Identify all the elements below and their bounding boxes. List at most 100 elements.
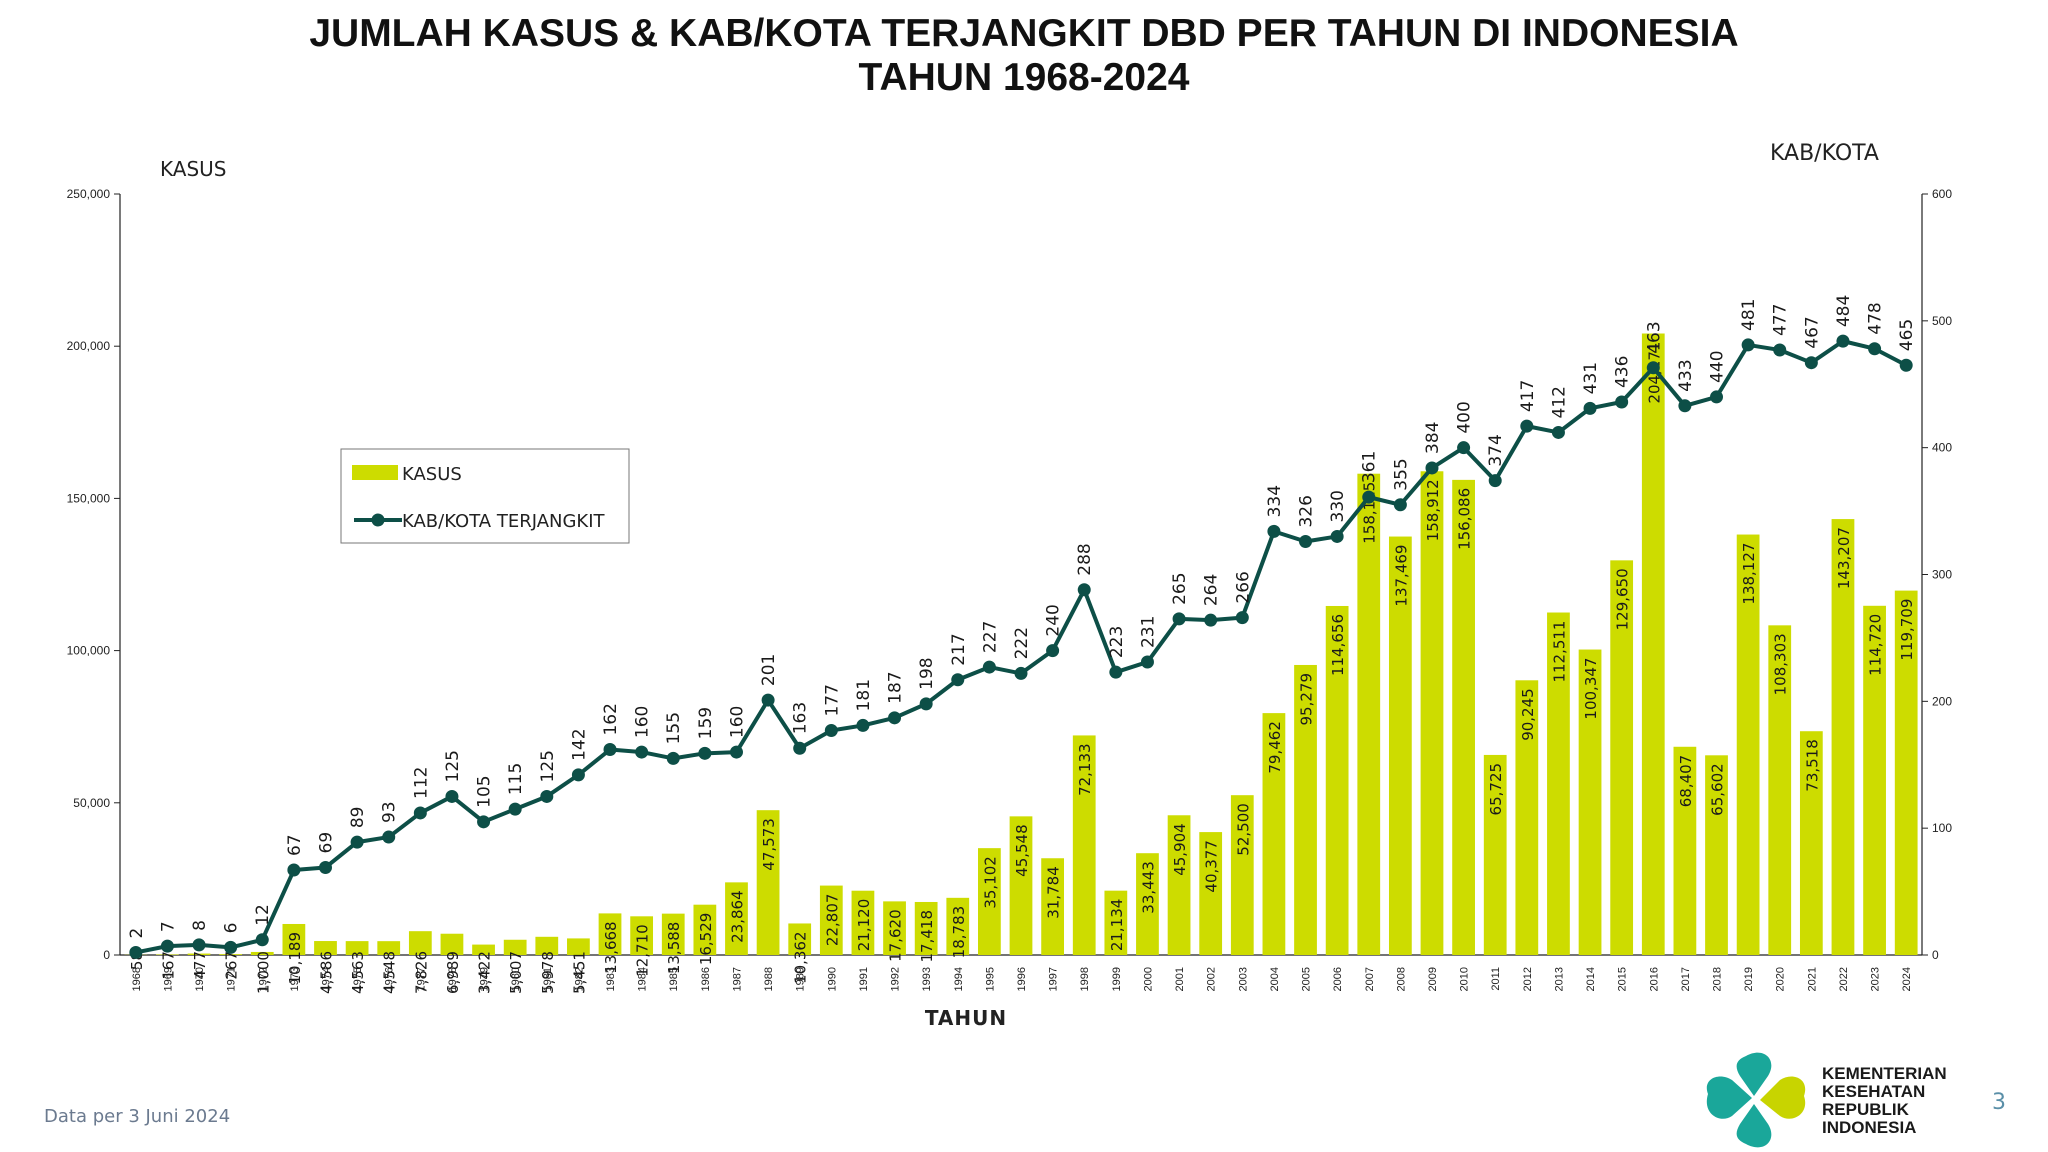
bar-value-label: 40,377	[1203, 840, 1221, 893]
y-left-tick-label: 100,000	[67, 644, 111, 658]
line-value-label: 288	[1075, 543, 1095, 575]
line-point-kab-kota	[382, 830, 396, 844]
x-tick-label: 1980	[510, 967, 522, 991]
line-point-kab-kota	[540, 789, 554, 803]
line-point-kab-kota	[1741, 338, 1755, 352]
x-tick-label: 2009	[1427, 967, 1439, 991]
line-point-kab-kota	[508, 802, 522, 816]
x-tick-label: 2007	[1364, 967, 1376, 991]
line-value-label: 112	[411, 766, 431, 798]
line-value-label: 162	[601, 703, 621, 735]
line-value-label: 417	[1518, 380, 1538, 412]
bar-kasus	[1167, 815, 1191, 955]
line-point-kab-kota	[603, 743, 617, 757]
bar-kasus	[1009, 816, 1033, 955]
line-value-label: 463	[1644, 321, 1664, 353]
y-right-tick-label: 600	[1932, 187, 1952, 201]
line-point-kab-kota	[1583, 401, 1597, 415]
bar-kasus	[1610, 560, 1634, 955]
x-tick-label: 2024	[1901, 967, 1913, 991]
line-value-label: 142	[569, 728, 589, 760]
bar-kasus	[219, 954, 243, 955]
bar-value-label: 156,086	[1456, 488, 1474, 550]
x-tick-label: 1988	[763, 967, 775, 991]
bar-kasus	[819, 885, 843, 955]
y-left-tick-label: 250,000	[67, 187, 111, 201]
line-value-label: 222	[1012, 627, 1032, 659]
bar-kasus	[1104, 890, 1128, 955]
bar-kasus	[1799, 731, 1823, 955]
line-value-label: 484	[1834, 295, 1854, 327]
y-right-tick-label: 500	[1932, 314, 1952, 328]
line-value-label: 155	[664, 712, 684, 744]
legend-box	[340, 448, 630, 544]
bar-value-label: 6,989	[444, 951, 462, 994]
bar-kasus	[1831, 519, 1855, 955]
bar-value-label: 21,120	[855, 899, 873, 952]
bar-value-label: 45,548	[1013, 824, 1031, 877]
line-value-label: 8	[190, 920, 210, 931]
bar-kasus	[756, 810, 780, 955]
line-point-kab-kota	[1109, 665, 1123, 679]
bar-kasus	[1673, 746, 1697, 955]
x-tick-label: 1999	[1111, 967, 1123, 991]
bar-value-label: 143,207	[1835, 527, 1853, 589]
bar-value-label: 267	[223, 951, 241, 980]
y-left-tick-label: 0	[103, 948, 110, 962]
line-value-label: 231	[1138, 616, 1158, 648]
chart-title-line1: JUMLAH KASUS & KAB/KOTA TERJANGKIT DBD P…	[309, 12, 1739, 55]
x-tick-label: 2001	[1174, 967, 1186, 991]
bar-kasus	[156, 954, 179, 955]
x-tick-label: 2023	[1870, 967, 1882, 991]
bar-value-label: 138,127	[1740, 543, 1758, 605]
bar-kasus	[851, 890, 875, 955]
line-point-kab-kota	[1425, 461, 1439, 475]
x-tick-label: 2005	[1301, 967, 1313, 991]
line-point-kab-kota	[1520, 419, 1534, 433]
line-value-label: 159	[696, 707, 716, 739]
line-value-label: 201	[759, 654, 779, 686]
bar-value-label: 12,710	[634, 924, 652, 977]
line-point-kab-kota	[1773, 343, 1787, 357]
bar-kasus	[1483, 754, 1507, 955]
line-value-label: 69	[316, 832, 336, 854]
bar-kasus	[661, 913, 685, 955]
bar-kasus	[725, 882, 748, 955]
bar-value-label: 90,245	[1519, 688, 1537, 741]
bar-kasus	[345, 941, 369, 955]
bar-kasus	[1294, 664, 1317, 955]
bar-value-label: 31,784	[1045, 866, 1063, 919]
bar-value-label: 73,518	[1803, 739, 1821, 792]
line-value-label: 355	[1391, 458, 1411, 490]
line-value-label: 67	[285, 834, 305, 856]
line-value-label: 89	[348, 806, 368, 828]
bar-kasus	[1041, 858, 1064, 955]
chart-title-line2: TAHUN 1968-2024	[858, 56, 1190, 99]
x-tick-label: 1990	[826, 967, 838, 991]
bar-kasus	[1452, 479, 1475, 955]
line-point-kab-kota	[1551, 425, 1565, 439]
x-tick-label: 2016	[1648, 967, 1660, 991]
line-point-kab-kota	[856, 718, 870, 732]
logo-text-line-4: INDONESIA	[1822, 1118, 1917, 1137]
bar-kasus	[187, 953, 211, 955]
x-tick-label: 1993	[921, 967, 933, 991]
bar-value-label: 72,133	[1076, 743, 1094, 796]
x-tick-label: 1998	[1079, 967, 1091, 991]
line-value-label: 326	[1297, 495, 1317, 527]
x-tick-label: 1971	[226, 967, 238, 991]
y-left-tick-label: 150,000	[67, 491, 111, 505]
line-point-kab-kota	[824, 724, 838, 738]
bar-kasus	[1072, 735, 1096, 955]
x-tick-label: 1984	[637, 967, 649, 991]
line-value-label: 198	[917, 657, 937, 689]
bar-kasus	[1388, 536, 1412, 955]
legend-swatch-point	[371, 513, 385, 527]
bar-value-label: 33,443	[1139, 861, 1157, 914]
line-value-label: 187	[886, 671, 906, 703]
line-point-kab-kota	[1804, 356, 1818, 370]
y-right-tick-label: 400	[1932, 441, 1952, 455]
line-point-kab-kota	[1267, 524, 1281, 538]
line-value-label: 223	[1107, 626, 1127, 658]
line-point-kab-kota	[793, 741, 807, 755]
